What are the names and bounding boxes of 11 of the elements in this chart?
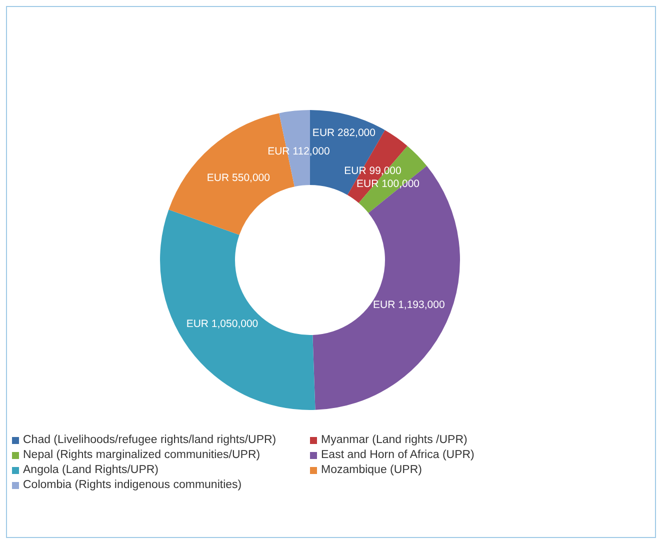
legend-label: Mozambique (UPR) [321, 464, 422, 476]
legend-label: East and Horn of Africa (UPR) [321, 449, 474, 461]
legend-label: Myanmar (Land rights /UPR) [321, 434, 468, 446]
legend-label: Nepal (Rights marginalized communities/UPR) [23, 449, 260, 461]
data-label: EUR 1,050,000 [186, 318, 258, 330]
legend-label: Angola (Land Rights/UPR) [23, 464, 159, 476]
data-label: EUR 282,000 [312, 127, 376, 140]
legend-label: Colombia (Rights indigenous communities) [23, 479, 242, 491]
data-label: EUR 1,193,000 [373, 299, 445, 312]
data-label: EUR 550,000 [206, 172, 270, 184]
legend-label: Chad (Livelihoods/refugee rights/land rights/UPR) [23, 434, 276, 446]
